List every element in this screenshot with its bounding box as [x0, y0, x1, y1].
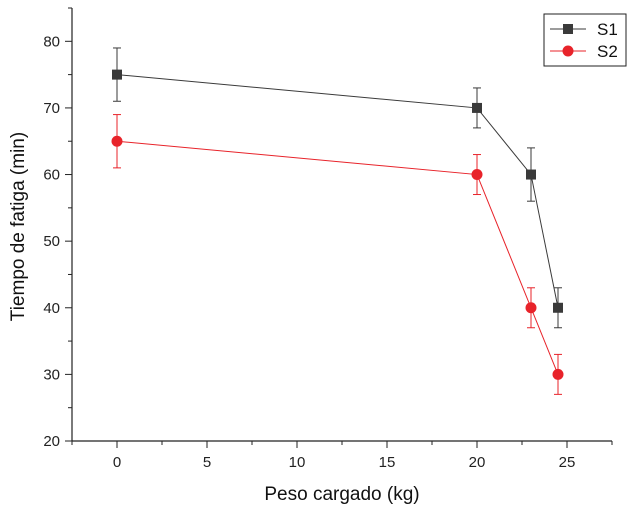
axes: 0 5 10 15 20 25 20 30 40 50 60 70 80: [43, 7, 613, 471]
y-tick-label: 50: [43, 233, 60, 250]
legend-label-s2: S2: [597, 42, 618, 61]
x-tick-label: 5: [203, 454, 211, 471]
data-point-square: [526, 169, 536, 180]
series-line-s2: [116, 140, 559, 375]
data-point-circle: [552, 368, 564, 380]
series-layer: [111, 47, 564, 395]
y-tick-label: 20: [43, 433, 60, 450]
data-point-circle: [111, 135, 123, 147]
series-s1: [112, 47, 563, 329]
series-s2: [111, 114, 564, 395]
x-axis-title: Peso cargado (kg): [264, 484, 419, 505]
y-tick-label: 40: [43, 300, 60, 317]
y-tick-label: 30: [43, 366, 60, 383]
legend-box: [543, 13, 627, 67]
x-tick-label: 15: [379, 454, 396, 471]
x-tick-label: 10: [289, 454, 306, 471]
data-point-square: [472, 102, 482, 113]
data-point-square: [553, 302, 563, 313]
y-axis-title: Tiempo de fatiga (min): [8, 132, 29, 321]
x-tick-label: 20: [469, 454, 486, 471]
data-point-circle: [525, 302, 537, 314]
x-tick-label: 0: [113, 454, 121, 471]
legend-marker-square: [563, 24, 573, 34]
y-tick-label: 70: [43, 100, 60, 117]
data-point-circle: [471, 169, 483, 181]
y-tick-label: 80: [43, 33, 60, 50]
series-line-s1: [116, 74, 559, 308]
legend-marker-circle: [562, 45, 574, 57]
legend-label-s1: S1: [597, 20, 618, 39]
y-tick-label: 60: [43, 167, 60, 184]
data-point-square: [112, 69, 122, 80]
x-tick-label: 25: [559, 454, 576, 471]
